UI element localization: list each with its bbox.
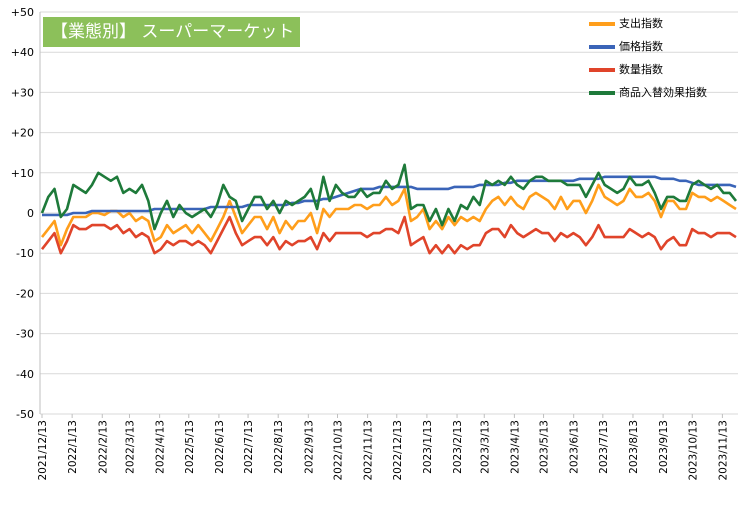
y-tick-label: -50 xyxy=(16,408,34,421)
x-tick-label: 2023/11/13 xyxy=(717,420,729,481)
x-tick-label: 2022/8/13 xyxy=(273,420,285,474)
x-tick-label: 2022/9/13 xyxy=(303,420,315,474)
x-tick-label: 2022/6/13 xyxy=(214,420,226,474)
y-tick-label: +20 xyxy=(11,127,34,140)
y-tick-label: +50 xyxy=(11,6,34,19)
x-tick-label: 2023/5/13 xyxy=(539,420,551,474)
series-lines xyxy=(40,163,738,255)
legend-label-1: 価格指数 xyxy=(619,40,663,53)
x-tick-label: 2022/4/13 xyxy=(155,420,167,474)
y-tick-label: +30 xyxy=(11,86,34,99)
series-line-3 xyxy=(40,163,738,231)
x-tick-label: 2023/3/13 xyxy=(479,420,491,474)
x-tick-label: 2023/2/13 xyxy=(452,420,464,474)
legend-label-3: 商品入替効果指数 xyxy=(619,86,707,99)
x-tick-label: 2021/12/13 xyxy=(37,420,49,481)
y-tick-label: -40 xyxy=(16,368,34,381)
series-line-2 xyxy=(40,215,737,255)
y-tick-label: -30 xyxy=(16,328,34,341)
legend-swatch-2 xyxy=(589,68,615,72)
x-tick-label: 2022/1/13 xyxy=(67,420,79,474)
y-axis-ticks: -50 -40 -30 -20 -10 0 +10 +20 +30 +40 +50 xyxy=(11,6,34,421)
y-tick-label: 0 xyxy=(27,207,34,220)
x-tick-label: 2022/10/13 xyxy=(332,420,344,481)
x-tick-label: 2023/6/13 xyxy=(569,420,581,474)
chart-title: 【業態別】 スーパーマーケット xyxy=(43,17,300,47)
x-tick-label: 2022/3/13 xyxy=(124,420,136,474)
legend-label-0: 支出指数 xyxy=(619,17,663,30)
x-tick-label: 2022/11/13 xyxy=(363,420,375,481)
series-line-0 xyxy=(40,183,737,247)
legend-label-2: 数量指数 xyxy=(619,63,663,76)
x-tick-label: 2023/1/13 xyxy=(422,420,434,474)
legend-swatch-3 xyxy=(589,91,615,95)
x-tick-label: 2023/7/13 xyxy=(598,420,610,474)
gridlines xyxy=(39,11,738,415)
x-tick-label: 2023/9/13 xyxy=(658,420,670,474)
y-tick-label: +10 xyxy=(11,167,34,180)
x-tick-label: 2022/2/13 xyxy=(97,420,109,474)
x-tick-label: 2022/5/13 xyxy=(184,420,196,474)
y-tick-label: -20 xyxy=(16,287,34,300)
y-tick-label: -10 xyxy=(16,247,34,260)
legend-swatch-0 xyxy=(589,22,615,26)
x-tick-label: 2023/10/13 xyxy=(687,420,699,481)
x-axis-ticks: 2021/12/13 2022/1/13 2022/2/13 2022/3/13 202… xyxy=(37,414,729,481)
legend-swatch-1 xyxy=(589,45,615,49)
x-tick-label: 2023/4/13 xyxy=(509,420,521,474)
x-tick-label: 2022/12/13 xyxy=(392,420,404,481)
y-tick-label: +40 xyxy=(11,46,34,59)
x-tick-label: 2022/7/13 xyxy=(243,420,255,474)
x-tick-label: 2023/8/13 xyxy=(628,420,640,474)
